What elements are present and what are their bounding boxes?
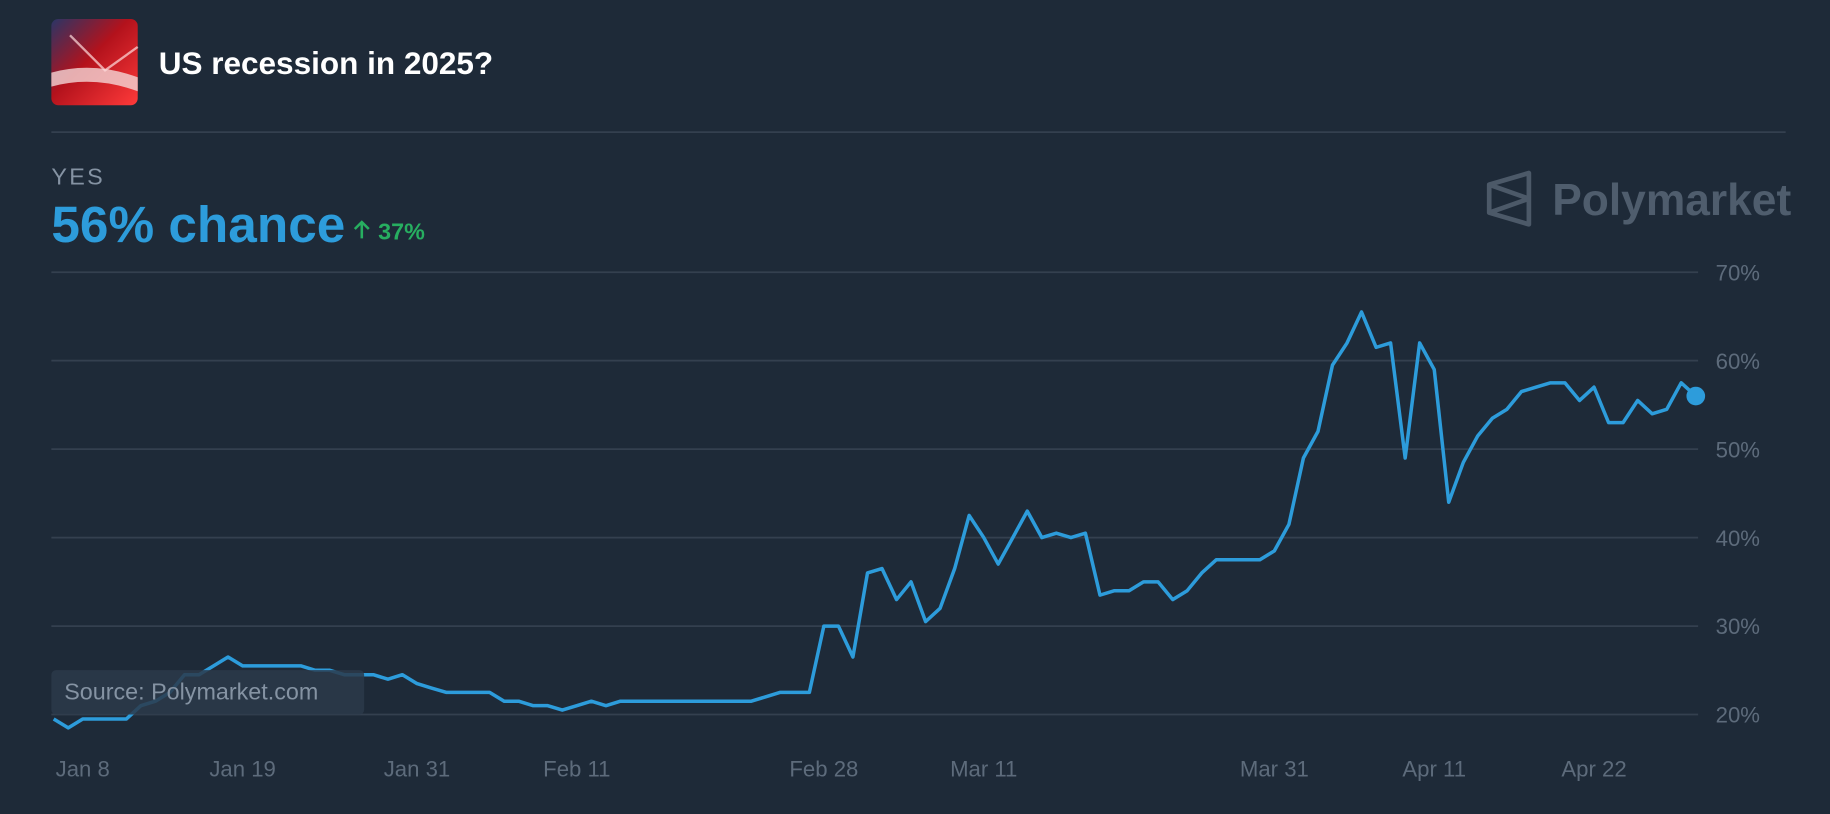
y-tick-label: 70% xyxy=(1716,260,1760,285)
change: 37% xyxy=(378,219,425,245)
x-tick-label: Feb 11 xyxy=(543,756,610,781)
y-tick-label: 30% xyxy=(1716,614,1760,639)
market-icon xyxy=(51,18,139,106)
last-point xyxy=(1686,386,1706,406)
x-tick-label: Apr 22 xyxy=(1561,756,1626,781)
y-tick-label: 40% xyxy=(1716,526,1760,551)
y-tick-label: 20% xyxy=(1716,703,1760,728)
x-tick-label: Mar 31 xyxy=(1240,756,1309,781)
source-box xyxy=(51,670,365,715)
price-line xyxy=(52,310,1697,730)
source: Source: Polymarket.com xyxy=(64,678,318,704)
up-arrow xyxy=(353,220,370,239)
brand-logo xyxy=(1486,170,1532,227)
market-title: US recession in 2025? xyxy=(159,45,493,81)
y-tick-label: 50% xyxy=(1716,437,1760,462)
x-tick-label: Jan 31 xyxy=(384,756,451,781)
x-tick-label: Apr 11 xyxy=(1402,756,1466,781)
y-tick-label: 60% xyxy=(1716,349,1760,374)
headline: 56% chance xyxy=(51,196,345,253)
x-tick-label: Jan 8 xyxy=(56,756,110,781)
x-tick-label: Mar 11 xyxy=(950,756,1017,781)
brand: Polymarket xyxy=(1552,176,1791,225)
x-tick-label: Feb 28 xyxy=(789,756,858,781)
x-tick-label: Jan 19 xyxy=(209,756,276,781)
outcome-label: YES xyxy=(51,164,105,190)
